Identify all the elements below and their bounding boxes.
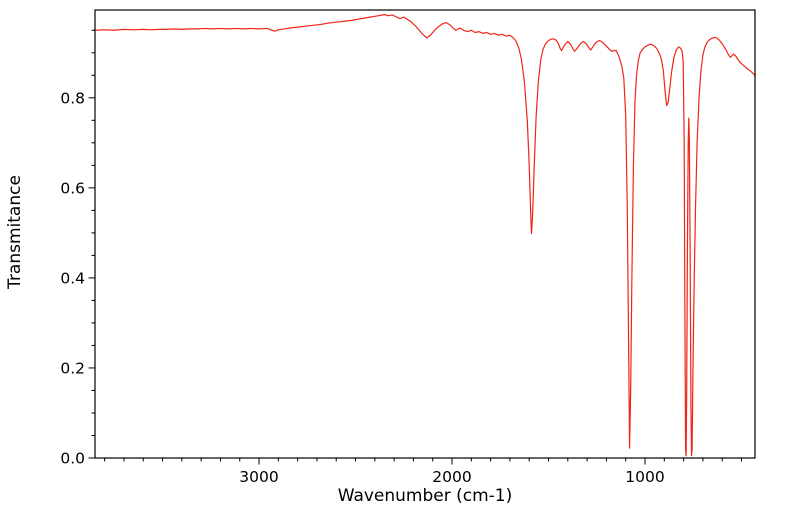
y-tick-label: 0.0 [60, 450, 85, 468]
y-tick-label: 0.2 [60, 359, 85, 377]
plot-border [94, 9, 756, 459]
x-tick-label: 3000 [239, 468, 278, 486]
y-axis-label: Transmitance [5, 175, 25, 289]
x-tick-label: 1000 [625, 468, 664, 486]
y-tick-label: 0.4 [60, 269, 85, 287]
spectrum-line [94, 13, 756, 457]
x-tick-label: 2000 [432, 468, 471, 486]
y-tick-label: 0.6 [60, 179, 85, 197]
x-axis-label: Wavenumber (cm-1) [337, 486, 513, 506]
y-tick-label: 0.8 [60, 89, 85, 107]
